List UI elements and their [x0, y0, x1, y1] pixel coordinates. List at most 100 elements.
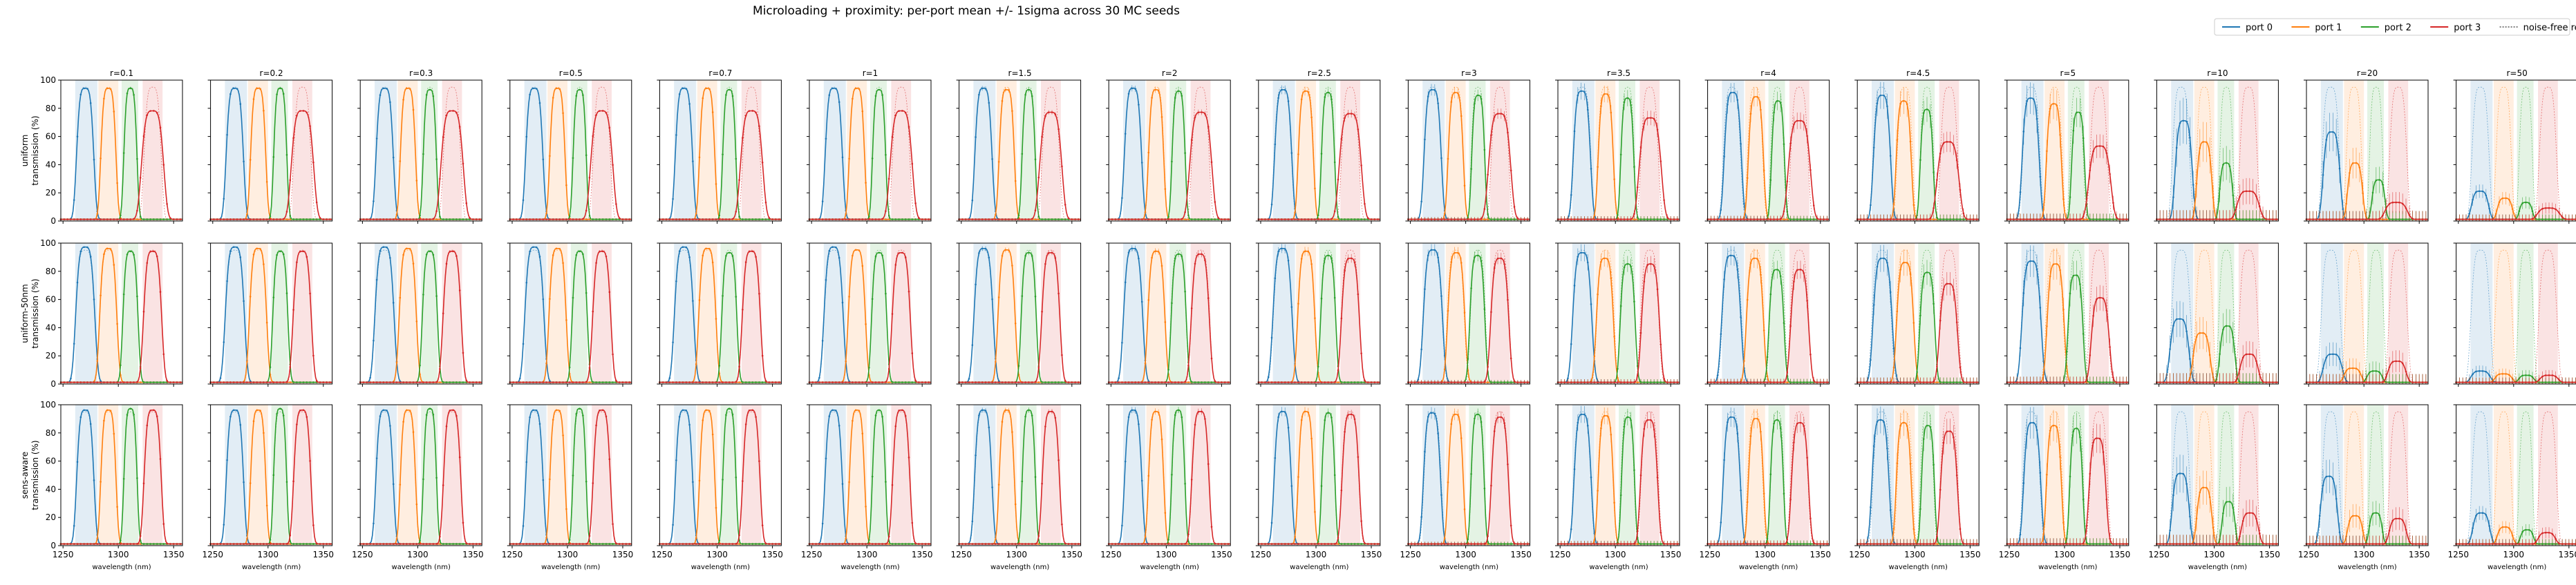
data-point [166, 379, 168, 382]
data-point [395, 218, 398, 220]
data-point [1776, 99, 1778, 102]
data-point [1274, 218, 1277, 220]
data-point [1773, 111, 1775, 113]
data-point [751, 218, 754, 220]
data-point [535, 246, 538, 249]
data-point [2412, 218, 2414, 220]
band-port-0 [2320, 80, 2343, 221]
data-point [1417, 218, 1420, 220]
data-point [226, 280, 228, 282]
data-point [715, 318, 717, 320]
data-point [1221, 218, 1223, 220]
data-point [1034, 218, 1037, 220]
data-point [1197, 218, 1200, 220]
data-point [708, 247, 711, 250]
data-point [1187, 218, 1190, 220]
data-point [668, 218, 671, 220]
legend-entry-port-1: port 1 [2291, 23, 2342, 33]
data-point [1597, 218, 1599, 220]
band-port-3 [1340, 80, 1360, 221]
axes-frame [60, 79, 183, 222]
data-point [213, 381, 215, 383]
data-point [146, 262, 149, 265]
data-point [299, 218, 301, 220]
data-point [1597, 166, 1599, 168]
panel-uniform-r=0.2: r=0.2 [207, 68, 333, 224]
data-point [535, 218, 538, 220]
data-point [305, 111, 308, 114]
data-point [109, 248, 112, 250]
band-port-3 [592, 243, 612, 384]
data-point [153, 110, 155, 112]
data-point [835, 218, 837, 220]
data-point [2102, 218, 2105, 220]
data-point [708, 88, 711, 90]
data-point [711, 111, 714, 113]
data-point [1304, 218, 1306, 220]
data-point [2179, 218, 2181, 220]
data-point [1190, 218, 1193, 220]
data-point [572, 296, 574, 299]
data-point [408, 381, 411, 383]
data-point [96, 213, 99, 215]
data-point [176, 218, 178, 220]
band-port-0 [1123, 80, 1145, 221]
data-point [379, 94, 382, 97]
data-point [542, 158, 545, 161]
data-point [2079, 218, 2081, 220]
band-port-3 [1190, 80, 1211, 221]
data-point [1114, 218, 1117, 220]
data-point [831, 218, 834, 220]
data-point [1121, 218, 1123, 220]
data-point [2395, 201, 2397, 204]
data-point [1603, 218, 1606, 220]
data-point [811, 218, 814, 220]
data-point [1160, 218, 1163, 220]
data-point [373, 200, 375, 202]
data-point [1879, 94, 1882, 97]
data-point [392, 381, 395, 383]
data-point [568, 381, 571, 383]
data-point [478, 381, 481, 383]
data-point [93, 381, 95, 383]
data-point [1736, 218, 1739, 220]
band-port-2 [2217, 80, 2235, 221]
data-point [1720, 209, 1722, 211]
data-point [2388, 218, 2391, 220]
data-point [406, 87, 408, 90]
data-point [891, 135, 894, 138]
data-point [1261, 218, 1263, 220]
data-point [1217, 216, 1219, 219]
data-point [1357, 218, 1360, 220]
data-point [263, 381, 265, 383]
data-point [838, 101, 840, 104]
data-point [2065, 218, 2068, 220]
data-point [2468, 213, 2471, 215]
data-point [289, 179, 292, 182]
data-point [223, 381, 225, 383]
data-point [86, 88, 88, 90]
data-point [243, 300, 245, 303]
data-point [2082, 215, 2085, 218]
data-point [166, 202, 168, 205]
data-point [1762, 169, 1765, 172]
data-point [738, 179, 740, 181]
data-point [2225, 162, 2228, 164]
data-point [715, 218, 717, 220]
data-point [2092, 218, 2094, 220]
data-point [821, 200, 824, 202]
data-point [1909, 218, 1912, 220]
data-point [529, 218, 531, 220]
data-point [1743, 218, 1745, 220]
data-point [373, 218, 375, 220]
data-point [518, 381, 521, 383]
data-point [369, 376, 371, 379]
data-point [692, 160, 694, 162]
data-point [1187, 180, 1190, 183]
data-point [512, 381, 514, 383]
data-point [2335, 218, 2338, 220]
data-point [265, 218, 268, 220]
data-point [256, 87, 258, 90]
data-point [1144, 211, 1147, 213]
data-point [2571, 218, 2573, 220]
